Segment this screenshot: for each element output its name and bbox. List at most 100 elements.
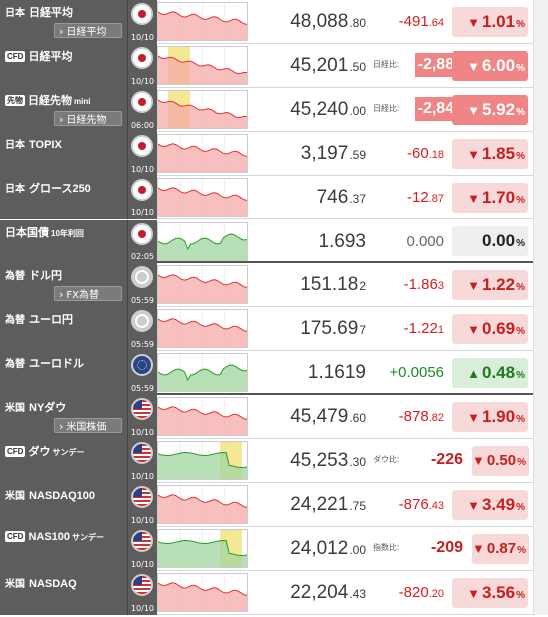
change-main: -1.22 — [403, 320, 438, 338]
quote-row-n225cfd[interactable]: CFD 日経平均 10/10 45,201.50 日経比: -2,887 ▼ 6.00% — [0, 43, 548, 88]
down-arrow-icon: ▼ — [467, 14, 480, 30]
price-value: 151.182 — [250, 263, 366, 306]
detail-link-button[interactable]: FX為替 — [54, 286, 122, 302]
mini-chart[interactable] — [157, 133, 248, 173]
row-label[interactable]: 日本日経平均日経平均 — [0, 0, 128, 44]
instrument-name[interactable]: 米国 NYダウ — [5, 399, 66, 415]
quote-row-eurusd[interactable]: 為替 ユーロドル 05:59 1.1619 +0.0056 ▲ 0.48% — [0, 351, 548, 396]
quote-row-nasdaq[interactable]: 米国 NASDAQ 10/10 22,204.43 -820.20 ▼ 3.56% — [0, 570, 548, 615]
instrument-name[interactable]: 為替 ユーロ円 — [5, 311, 73, 327]
quote-row-growth[interactable]: 日本 グロース250 10/10 746.37 -12.87 ▼ 1.70% — [0, 175, 548, 220]
percent-value: 3.56 — [482, 582, 516, 602]
row-label[interactable]: 日本 TOPIX — [0, 131, 128, 176]
mini-chart[interactable] — [157, 2, 248, 41]
quote-row-nas100cfd[interactable]: CFD NAS100 サンデー 10/10 24,012.00 指数比: -209 ▼ 0.87… — [0, 526, 548, 571]
mini-chart[interactable] — [157, 265, 248, 305]
instrument-title: NASDAQ100 — [29, 489, 96, 502]
price-decimals: .80 — [349, 16, 366, 30]
percent-unit: % — [516, 238, 525, 250]
quote-row-topix[interactable]: 日本 TOPIX 10/10 3,197.59 -60.18 ▼ 1.85% — [0, 131, 548, 176]
change-decimals: .18 — [428, 148, 444, 161]
percent-value: 0.48 — [482, 363, 516, 383]
price-decimals: .59 — [349, 147, 366, 162]
instrument-name[interactable]: 日本 TOPIX — [5, 136, 62, 151]
mini-chart[interactable] — [157, 221, 248, 261]
sparkline-chart — [158, 90, 247, 128]
detail-link-button[interactable]: 米国株価 — [54, 418, 122, 434]
detail-link-button[interactable]: 日経平均 — [54, 23, 122, 38]
instrument-title: NASDAQ — [29, 577, 77, 590]
row-label[interactable]: 米国 NYダウ米国株価 — [0, 395, 128, 439]
change-decimals: 3 — [437, 280, 444, 293]
change-decimals: .87 — [428, 192, 444, 205]
price-main: 151.18 — [300, 274, 359, 296]
scrollbar[interactable] — [533, 0, 548, 615]
instrument-name[interactable]: 日本 グロース250 — [5, 180, 91, 196]
row-label[interactable]: 日本国債 10年利回 — [0, 219, 128, 264]
quote-row-jgb[interactable]: 日本国債 10年利回 02:05 1.693 0.000 0.00% — [0, 219, 548, 264]
instrument-name[interactable]: 米国 NASDAQ100 — [5, 487, 95, 502]
mini-chart[interactable] — [157, 45, 248, 85]
mini-chart[interactable] — [157, 177, 248, 217]
percent-change-badge: ▼ 1.90% — [452, 402, 528, 433]
row-label[interactable]: 米国 NASDAQ — [0, 570, 128, 615]
mini-chart[interactable] — [157, 397, 248, 437]
mini-chart[interactable] — [157, 309, 248, 349]
update-time: 10/10 — [130, 471, 155, 481]
currency-icon — [131, 266, 153, 289]
price-value: 22,204.43 — [250, 571, 366, 614]
price-value: 746.37 — [250, 176, 366, 219]
detail-link-label: 米国株価 — [66, 422, 107, 434]
mini-chart[interactable] — [157, 441, 248, 480]
category-label: 日本 — [5, 183, 25, 195]
sparkline-chart — [158, 354, 247, 392]
row-label[interactable]: 先物日経先物mini日経先物 — [0, 87, 128, 132]
row-label[interactable]: 為替 ユーロ円 — [0, 307, 128, 352]
mini-chart[interactable] — [157, 572, 248, 612]
instrument-name[interactable]: CFD ダウ サンデー — [5, 443, 84, 459]
row-label[interactable]: 米国 NASDAQ100 — [0, 482, 128, 527]
category-label: 日本 — [5, 8, 25, 19]
price-main: 3,197 — [300, 142, 349, 164]
instrument-name[interactable]: CFD 日経平均 — [5, 48, 72, 64]
price-value: 1.1619 — [250, 351, 366, 394]
mini-chart[interactable] — [157, 89, 248, 129]
row-label[interactable]: CFD 日経平均 — [0, 43, 128, 88]
row-label[interactable]: CFD NAS100 サンデー — [0, 526, 128, 571]
instrument-name[interactable]: CFD NAS100 サンデー — [5, 530, 104, 543]
quote-row-nas100[interactable]: 米国 NASDAQ100 10/10 24,221.75 -876.43 ▼ 3.49% — [0, 482, 548, 527]
instrument-title: 日本国債 — [5, 226, 49, 239]
detail-link-button[interactable]: 日経先物 — [54, 110, 122, 126]
instrument-title: 日経先物 — [28, 94, 72, 107]
row-label[interactable]: 為替 ユーロドル — [0, 351, 128, 396]
mini-chart[interactable] — [157, 528, 248, 568]
instrument-name[interactable]: 日本 日経平均 — [5, 4, 73, 20]
mini-chart[interactable] — [157, 353, 248, 393]
row-label[interactable]: 日本 グロース250 — [0, 175, 128, 220]
change-main: -1.86 — [403, 276, 438, 294]
change-main: +0.0056 — [389, 364, 444, 382]
quote-row-eurjpy[interactable]: 為替 ユーロ円 05:59 175.697 -1.221 ▼ 0.69% — [0, 307, 548, 352]
percent-unit: % — [516, 150, 525, 162]
sparkline-chart — [158, 310, 247, 348]
price-decimals: .00 — [349, 542, 366, 557]
flag-block: 10/10 — [128, 395, 157, 439]
change-caption: ダウ比: — [373, 455, 400, 464]
instrument-name[interactable]: 為替 ユーロドル — [5, 355, 84, 371]
us-flag-icon — [131, 573, 153, 596]
instrument-name[interactable]: 為替 ドル円 — [5, 267, 62, 283]
row-label[interactable]: CFD ダウ サンデー — [0, 439, 128, 483]
down-arrow-icon: ▼ — [467, 585, 480, 601]
instrument-name[interactable]: 日本国債 10年利回 — [5, 224, 84, 240]
price-main: 45,201 — [290, 54, 349, 76]
instrument-name[interactable]: 先物 日経先物 mini — [5, 92, 90, 108]
mini-chart[interactable] — [157, 484, 248, 524]
instrument-name[interactable]: 米国 NASDAQ — [5, 575, 77, 590]
quote-row-dowcfd[interactable]: CFD ダウ サンデー 10/10 45,253.30 ダウ比: -226 ▼ 0.50% — [0, 439, 548, 483]
quote-row-n225mini[interactable]: 先物日経先物mini日経先物06:0045,240.00日経比:-2,848▼5… — [0, 87, 548, 132]
